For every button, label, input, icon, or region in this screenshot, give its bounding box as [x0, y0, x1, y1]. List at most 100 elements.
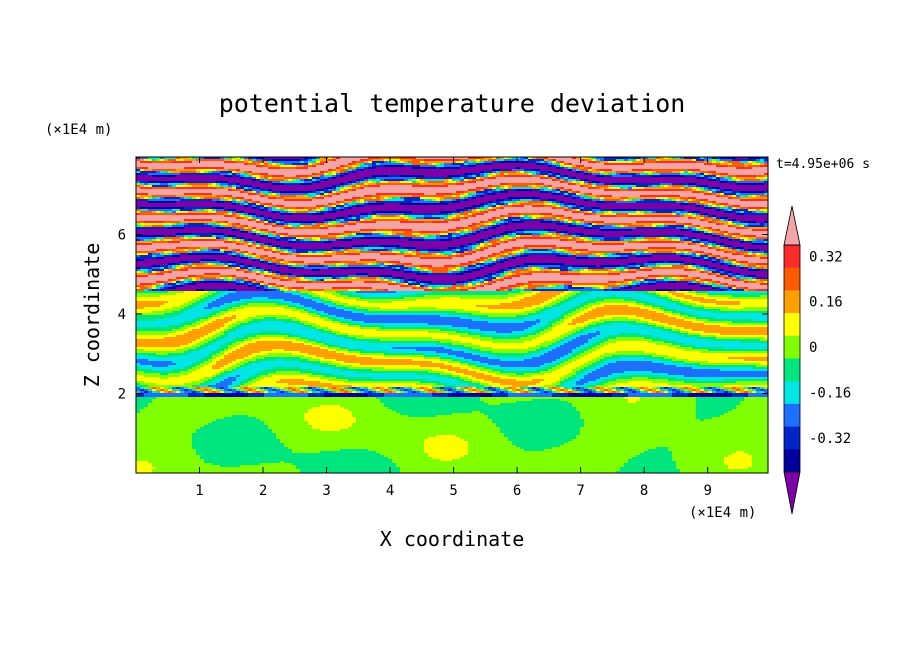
field-cell	[684, 217, 689, 220]
field-cell	[260, 207, 265, 210]
field-cell	[416, 211, 421, 214]
field-cell	[548, 189, 553, 192]
field-cell	[644, 161, 649, 164]
field-cell	[580, 159, 585, 162]
field-cell	[232, 187, 237, 190]
field-cell	[600, 209, 605, 212]
field-cell	[620, 199, 625, 202]
field-cell	[264, 199, 269, 202]
field-cell	[604, 161, 609, 164]
field-cell	[436, 219, 441, 222]
field-cell	[688, 187, 693, 190]
field-cell	[412, 189, 417, 192]
field-cell	[560, 161, 565, 164]
field-cell	[632, 159, 637, 162]
field-cell	[424, 179, 429, 182]
field-cell	[656, 215, 661, 218]
field-cell	[256, 205, 261, 208]
field-cell	[720, 171, 725, 174]
field-cell	[344, 187, 349, 190]
field-cell	[560, 193, 565, 196]
field-cell	[568, 163, 573, 166]
field-cell	[456, 161, 461, 164]
field-cell	[352, 219, 357, 222]
field-cell	[508, 207, 513, 210]
field-cell	[492, 203, 497, 206]
field-cell	[312, 203, 317, 206]
field-cell	[420, 157, 425, 160]
field-cell	[312, 175, 317, 178]
field-cell	[528, 181, 533, 184]
field-cell	[380, 211, 385, 214]
field-cell	[532, 165, 537, 168]
field-cell	[352, 157, 357, 160]
field-cell	[608, 195, 613, 198]
field-cell	[332, 187, 337, 190]
field-cell	[596, 195, 601, 198]
field-cell	[324, 165, 329, 168]
field-cell	[152, 167, 157, 170]
field-cell	[624, 171, 629, 174]
field-cell	[660, 217, 665, 220]
field-cell	[316, 181, 321, 184]
field-cell	[264, 179, 269, 182]
field-cell	[576, 205, 581, 208]
field-cell	[268, 167, 273, 170]
field-cell	[756, 207, 761, 210]
field-cell	[188, 167, 193, 170]
field-cell	[236, 171, 241, 174]
field-cell	[340, 167, 345, 170]
field-cell	[456, 213, 461, 216]
field-cell	[168, 173, 173, 176]
field-cell	[372, 169, 377, 172]
field-cell	[388, 193, 393, 196]
field-cell	[612, 199, 617, 202]
field-cell	[600, 159, 605, 162]
field-cell	[724, 205, 729, 208]
field-cell	[600, 179, 605, 182]
field-cell	[240, 167, 245, 170]
field-cell	[628, 157, 633, 160]
field-cell	[460, 201, 465, 204]
field-cell	[380, 191, 385, 194]
field-cell	[428, 163, 433, 166]
field-cell	[408, 211, 413, 214]
field-cell	[460, 215, 465, 218]
field-cell	[556, 159, 561, 162]
field-cell	[756, 181, 761, 184]
field-cell	[248, 185, 253, 188]
field-cell	[424, 177, 429, 180]
field-cell	[596, 175, 601, 178]
field-cell	[624, 205, 629, 208]
field-cell	[712, 191, 717, 194]
field-cell	[708, 169, 713, 172]
field-cell	[580, 157, 585, 160]
field-cell	[424, 167, 429, 170]
field-cell	[760, 209, 765, 212]
field-cell	[492, 207, 497, 210]
field-cell	[428, 169, 433, 172]
field-cell	[596, 173, 601, 176]
field-cell	[368, 217, 373, 220]
field-cell	[352, 159, 357, 162]
field-cell	[352, 173, 357, 176]
field-cell	[280, 195, 285, 198]
field-cell	[628, 181, 633, 184]
field-cell	[532, 207, 537, 210]
field-cell	[540, 205, 545, 208]
field-cell	[244, 203, 249, 206]
field-cell	[536, 209, 541, 212]
field-cell	[720, 183, 725, 186]
field-cell	[236, 219, 241, 222]
field-cell	[180, 191, 185, 194]
field-cell	[756, 161, 761, 164]
field-cell	[720, 205, 725, 208]
field-cell	[496, 177, 501, 180]
field-cell	[276, 171, 281, 174]
field-cell	[580, 191, 585, 194]
field-cell	[504, 173, 509, 176]
field-cell	[224, 157, 229, 160]
field-cell	[716, 185, 721, 188]
field-cell	[380, 199, 385, 202]
field-cell	[504, 213, 509, 216]
